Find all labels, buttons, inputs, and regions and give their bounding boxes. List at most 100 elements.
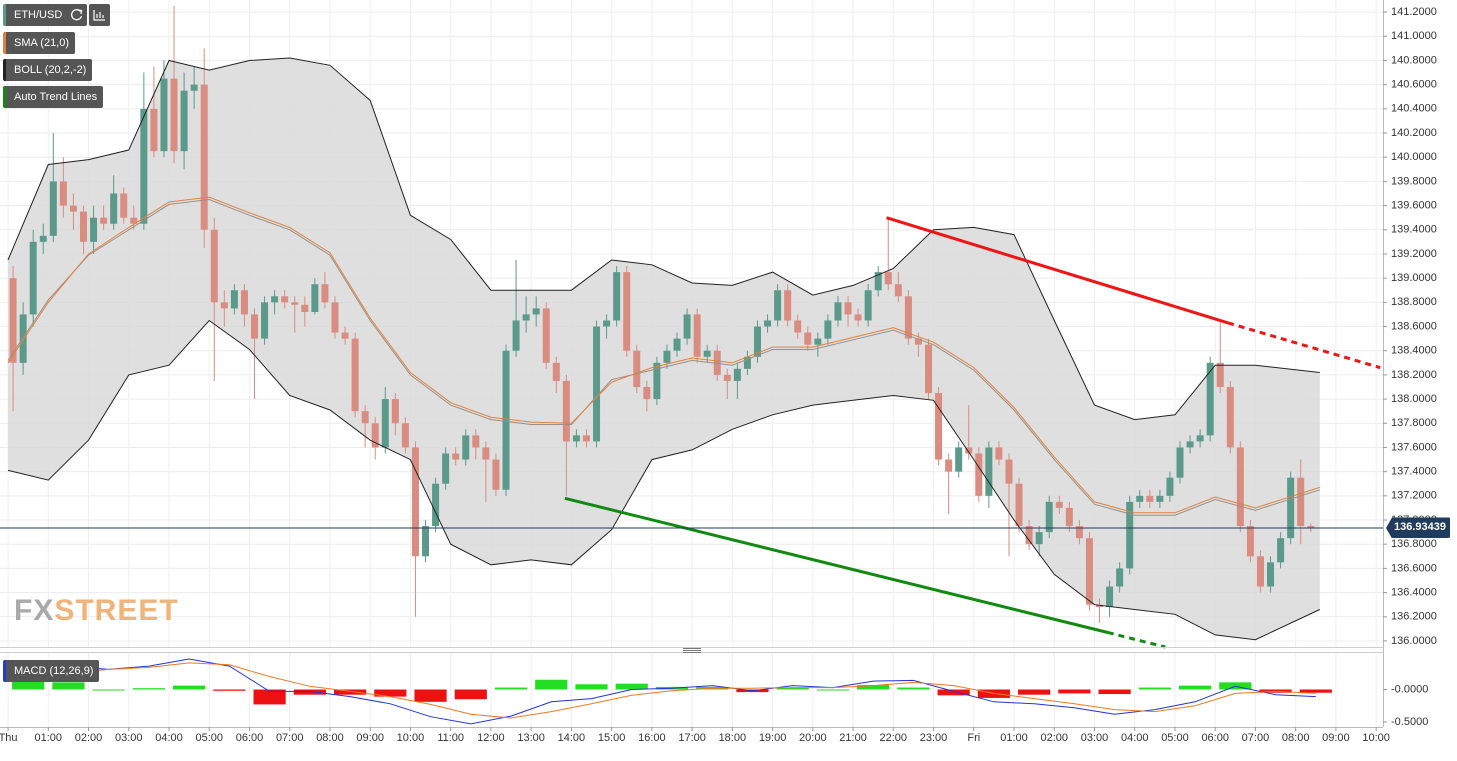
candle-body xyxy=(572,435,580,442)
x-tick-label: 04:00 xyxy=(155,732,183,744)
macd-line xyxy=(28,658,1316,725)
candle-body xyxy=(1196,435,1204,442)
candle-body xyxy=(110,193,118,224)
candle-body xyxy=(381,399,389,448)
candle-body xyxy=(180,90,188,152)
x-tick-label: 08:00 xyxy=(1282,732,1310,744)
candle-body xyxy=(271,296,279,303)
watermark-prefix: FX xyxy=(14,594,54,627)
icon-arrow xyxy=(77,9,83,15)
macd-line xyxy=(28,662,1316,719)
candle-body xyxy=(261,302,269,339)
candle-body xyxy=(1246,526,1254,557)
candle-body xyxy=(220,302,228,309)
candle-body xyxy=(633,350,641,387)
legend-item[interactable]: BOLL (20,2,-2) xyxy=(3,59,93,81)
candle-body xyxy=(774,290,782,321)
candle-body xyxy=(69,205,77,212)
candle-body xyxy=(1065,507,1073,527)
histogram-bar xyxy=(173,685,206,690)
candle-body xyxy=(844,302,852,315)
y-tick-label: 137.4000 xyxy=(1391,466,1437,478)
candle-body xyxy=(814,338,822,345)
x-tick-label: 19:00 xyxy=(759,732,787,744)
y-tick-label: 140.4000 xyxy=(1391,103,1437,115)
histogram-bar xyxy=(1098,689,1131,695)
candle-body xyxy=(914,338,922,345)
x-tick-label: 21:00 xyxy=(839,732,867,744)
candle-body xyxy=(1236,447,1244,527)
candle-body xyxy=(1166,477,1174,496)
candle-body xyxy=(190,84,198,91)
candle-body xyxy=(1126,501,1134,569)
candle-body xyxy=(673,338,681,351)
candle-body xyxy=(502,350,510,490)
y-tick-label: -0.0000 xyxy=(1391,683,1428,695)
candle-body xyxy=(1156,495,1164,502)
candle-body xyxy=(733,368,741,381)
legend-item[interactable]: SMA (21,0) xyxy=(3,32,76,54)
candle-body xyxy=(965,447,973,454)
y-tick-label: 141.2000 xyxy=(1391,6,1437,18)
candle-body xyxy=(643,386,651,400)
candle-body xyxy=(291,302,299,305)
x-tick-label: 15:00 xyxy=(598,732,626,744)
candle-body xyxy=(331,302,339,333)
candle-body xyxy=(472,435,480,448)
x-tick-label: 04:00 xyxy=(1121,732,1149,744)
candle-body xyxy=(753,326,761,357)
x-tick-label: 05:00 xyxy=(195,732,223,744)
x-tick-label: 10:00 xyxy=(1362,732,1390,744)
bollinger-fill xyxy=(8,58,1320,640)
histogram-bar xyxy=(857,684,890,690)
x-tick-label: 12:00 xyxy=(477,732,505,744)
y-tick-label: 139.4000 xyxy=(1391,224,1437,236)
chart-settings-button[interactable] xyxy=(89,4,110,26)
x-tick-label: 09:00 xyxy=(1322,732,1350,744)
y-tick-label: 136.6000 xyxy=(1391,562,1437,574)
candle-body xyxy=(824,320,832,339)
candle-body xyxy=(432,483,440,527)
candle-body xyxy=(794,320,802,333)
candle-body xyxy=(100,217,108,224)
legend-item[interactable]: MACD (12,26,9) xyxy=(3,660,100,682)
y-tick-label: 139.2000 xyxy=(1391,248,1437,260)
candle-body xyxy=(59,181,67,206)
symbol-button[interactable]: ETH/USD xyxy=(3,4,69,26)
watermark-suffix: STREET xyxy=(54,594,178,627)
refresh-button[interactable] xyxy=(66,4,87,26)
x-tick-label: 17:00 xyxy=(678,732,706,744)
histogram-bar xyxy=(575,684,608,690)
candle-body xyxy=(1106,586,1114,608)
legend-item[interactable]: Auto Trend Lines xyxy=(3,86,104,108)
candle-body xyxy=(140,108,148,224)
candle-body xyxy=(1096,604,1104,608)
bollinger-lower xyxy=(7,319,1321,641)
x-tick-label: Fri xyxy=(967,732,980,744)
trend-line xyxy=(564,496,1109,634)
x-tick-label: 13:00 xyxy=(517,732,545,744)
candle-body xyxy=(1015,483,1023,527)
resize-handle[interactable] xyxy=(683,648,701,653)
settings-icon xyxy=(93,10,105,21)
candle-body xyxy=(945,459,953,472)
candle-body xyxy=(1176,447,1184,478)
candle-body xyxy=(884,272,892,285)
candle-body xyxy=(1206,362,1214,436)
histogram-bar xyxy=(454,689,487,700)
candle-body xyxy=(1297,477,1305,527)
y-tick-label: 137.2000 xyxy=(1391,490,1437,502)
candle-body xyxy=(341,332,349,339)
histogram-bar xyxy=(333,689,367,695)
icon-arc xyxy=(71,9,83,21)
x-tick-label: 16:00 xyxy=(638,732,666,744)
candle-body xyxy=(582,435,590,442)
histogram-bar xyxy=(293,689,326,695)
sma-line xyxy=(7,196,1320,514)
histogram-bar xyxy=(213,689,246,691)
candle-body xyxy=(1287,477,1295,539)
candle-body xyxy=(713,350,721,375)
candle-body xyxy=(623,272,631,351)
